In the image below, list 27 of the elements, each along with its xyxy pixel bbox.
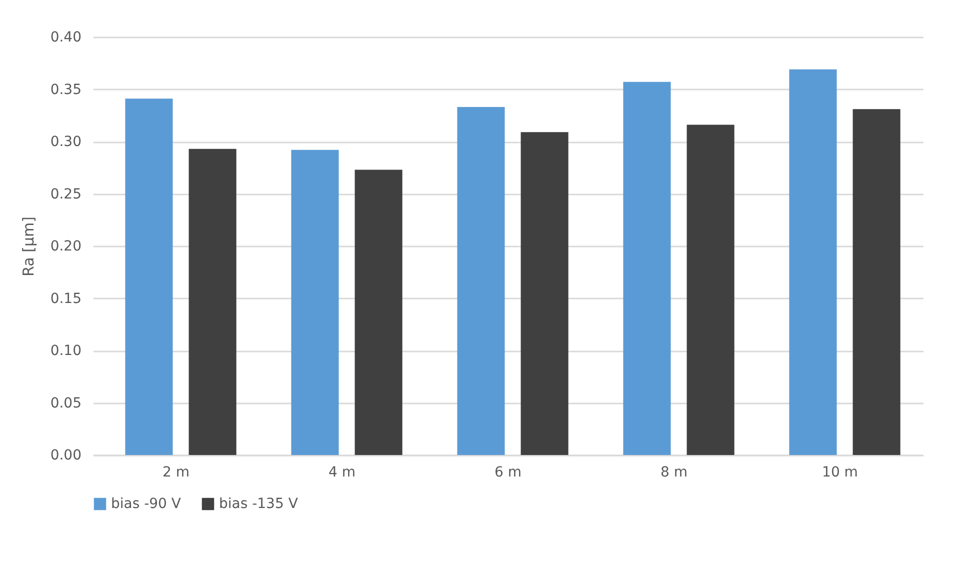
bar (623, 82, 671, 455)
x-tick-label: 2 m (162, 464, 190, 480)
x-tick-label: 6 m (494, 464, 522, 480)
y-tick-label: 0.10 (50, 343, 82, 359)
legend-label: bias -90 V (111, 496, 182, 512)
y-tick-label: 0.15 (50, 290, 82, 307)
y-axis-title: Ra [µm] (19, 216, 38, 276)
x-tick-label: 10 m (822, 464, 858, 480)
bar (457, 107, 505, 455)
y-tick-label: 0.35 (50, 82, 82, 98)
bar (125, 98, 173, 455)
bar (686, 124, 734, 455)
y-tick-label: 0.20 (50, 238, 82, 254)
bar (291, 150, 339, 455)
bar (188, 148, 236, 455)
y-tick-label: 0.05 (50, 395, 82, 412)
bar (354, 170, 402, 455)
y-tick-label: 0.25 (50, 186, 82, 202)
y-tick-label: 0.00 (50, 448, 82, 464)
bar (520, 132, 568, 455)
x-tick-label: 8 m (660, 464, 688, 480)
x-tick-label: 4 m (328, 464, 356, 480)
bar (789, 69, 837, 455)
y-tick-label: 0.30 (50, 134, 82, 150)
legend-label: bias -135 V (219, 496, 298, 512)
y-tick-label: 0.40 (50, 30, 82, 46)
bar (852, 109, 900, 455)
